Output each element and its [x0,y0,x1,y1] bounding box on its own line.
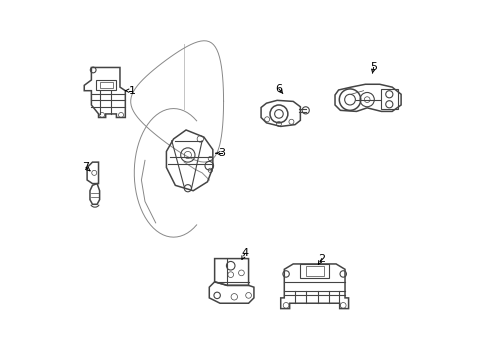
Text: 3: 3 [218,148,225,158]
Text: 6: 6 [275,84,282,94]
Text: 4: 4 [242,248,248,258]
Text: 2: 2 [318,253,325,264]
Text: 7: 7 [82,162,90,172]
Text: 1: 1 [129,86,136,96]
Text: 5: 5 [370,63,377,72]
